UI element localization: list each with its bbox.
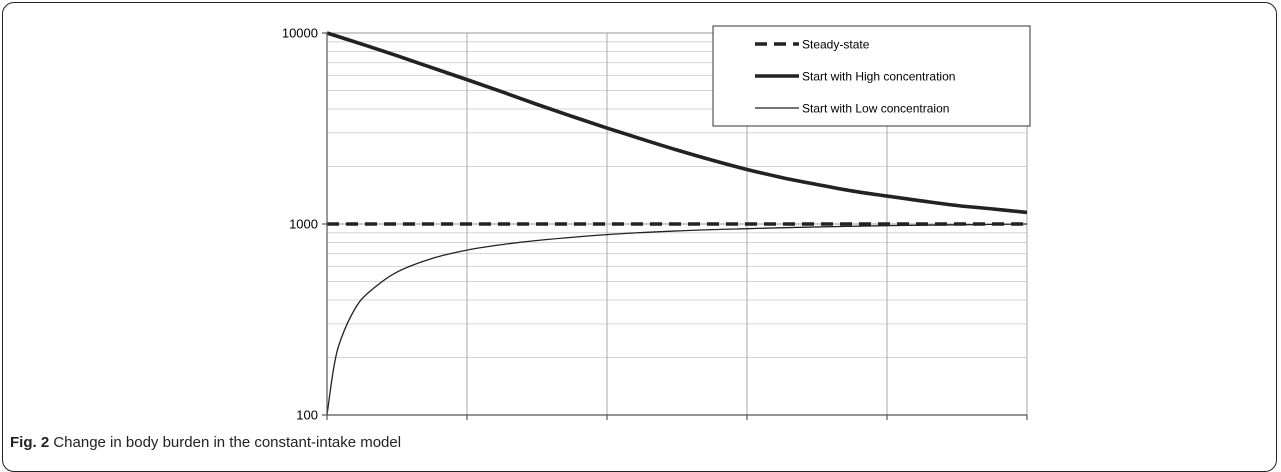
figure-caption: Fig. 2 Change in body burden in the cons… (10, 434, 401, 451)
legend: Steady-state Start with High concentratio… (712, 25, 1031, 127)
chart: 10000 1000 100 Steady-state Start with High… (282, 25, 1031, 423)
axes (322, 32, 1028, 420)
y-tick-label: 100 (296, 408, 318, 423)
y-tick-label: 1000 (289, 217, 318, 232)
legend-label-2: Start with High concentration (802, 70, 955, 84)
series-layer (326, 31, 1028, 416)
minor-gridlines (327, 41, 1027, 359)
legend-label-1: Steady-state (802, 38, 870, 52)
caption-label: Fig. 2 (10, 434, 50, 451)
y-tick-label: 10000 (282, 26, 318, 41)
legend-label-3: Start with Low concentraion (802, 102, 949, 116)
series-line-3 (326, 223, 1028, 416)
y-tick-labels: 10000 1000 100 (282, 26, 318, 423)
caption-text: Change in body burden in the constant-in… (49, 434, 402, 451)
series-line-2 (326, 31, 1028, 215)
